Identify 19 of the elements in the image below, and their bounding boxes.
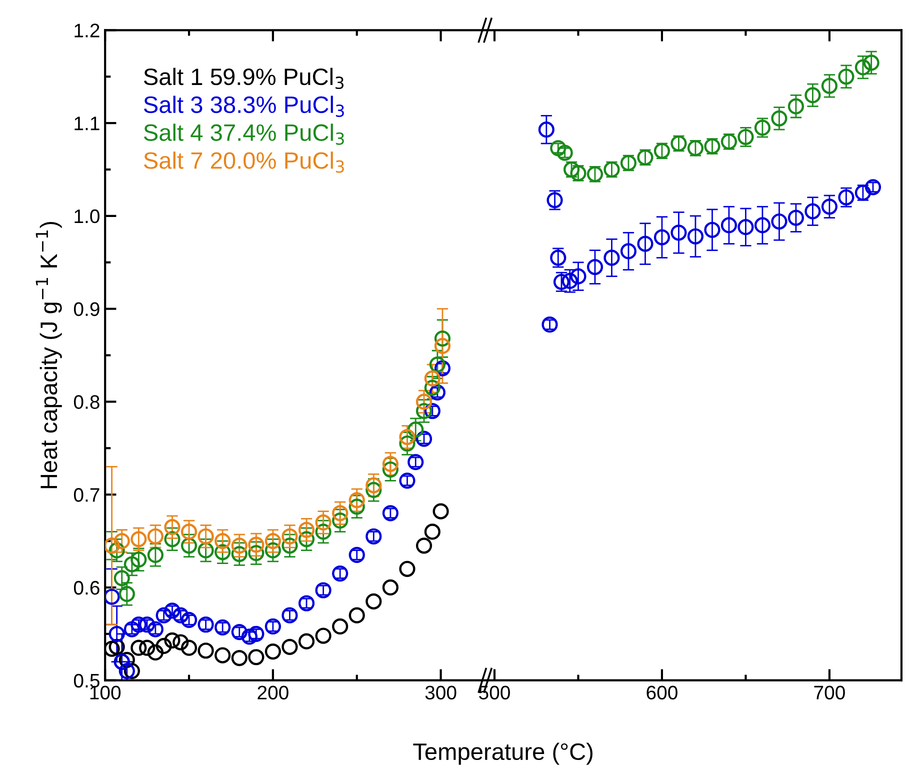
y-tick-label: 1.1 [74, 116, 100, 130]
y-tick-label: 1.2 [74, 24, 100, 38]
x-tick-label: 700 [814, 686, 845, 700]
text: Salt 4 37.4% PuCl$_{3}$ [144, 124, 344, 145]
legend-label: Salt 1 59.9% PuCl$_{3}$ [144, 68, 344, 90]
x-tick-label: 600 [646, 686, 678, 700]
text: Salt 7 20.0% PuCl$_{3}$ [144, 152, 344, 173]
x-tick-label: 300 [425, 686, 456, 700]
y-tick-label: 0.8 [74, 395, 100, 409]
y-tick-label: 0.7 [74, 488, 100, 502]
x-tick-label: 200 [258, 686, 288, 700]
x-axis-title: Temperature (°C) [413, 742, 592, 765]
y-axis-title: Heat capacity (J g$^{−1}$ K$^{−1}$) [36, 222, 62, 488]
y-tick-label: 0.9 [74, 302, 100, 316]
text: Salt 3 38.3% PuCl$_{3}$ [144, 96, 344, 117]
y-tick-label: 0.5 [74, 674, 100, 688]
y-tick-label: 0.6 [74, 580, 100, 595]
y-tick-label: 1.0 [74, 209, 100, 224]
x-tick-label: 100 [90, 686, 121, 700]
